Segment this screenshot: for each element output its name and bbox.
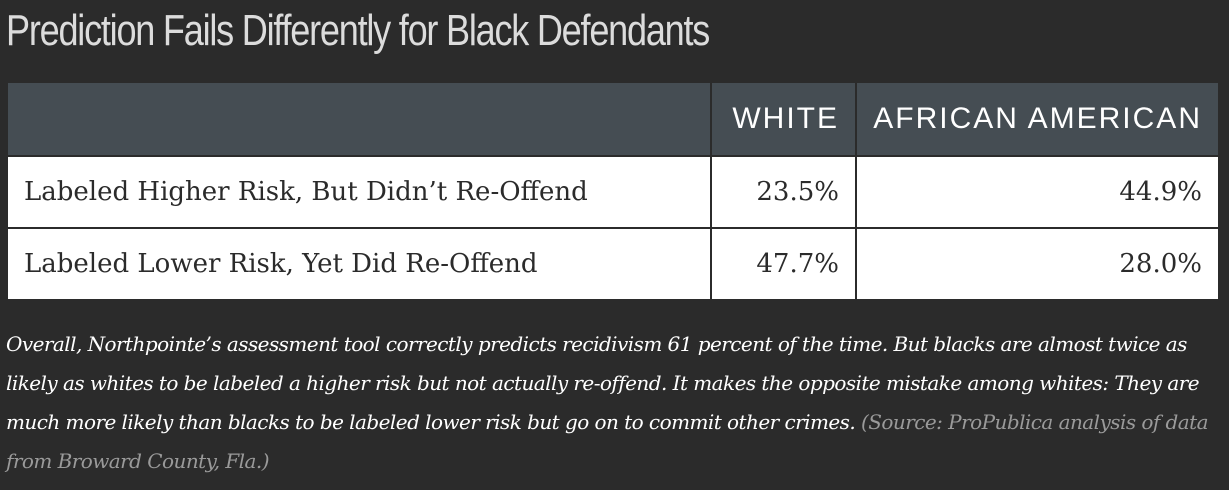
table-header-row: WHITE AFRICAN AMERICAN: [6, 81, 1220, 157]
chart-title: Prediction Fails Differently for Black D…: [6, 6, 710, 55]
value-white: 23.5%: [710, 155, 857, 229]
value-african-american: 44.9%: [855, 155, 1220, 229]
data-table: WHITE AFRICAN AMERICAN Labeled Higher Ri…: [6, 81, 1220, 301]
value-white: 47.7%: [710, 227, 857, 301]
source-text: (Source: ProPublica analysis of data fro…: [6, 410, 1209, 473]
note-text: Overall, Northpointe’s assessment tool c…: [6, 332, 1200, 434]
table-row: Labeled Lower Risk, Yet Did Re-Offend 47…: [6, 227, 1220, 301]
header-empty-cell: [6, 81, 712, 157]
row-label: Labeled Higher Risk, But Didn’t Re-Offen…: [6, 155, 712, 229]
header-white: WHITE: [710, 81, 857, 157]
header-african-american: AFRICAN AMERICAN: [855, 81, 1220, 157]
table-row: Labeled Higher Risk, But Didn’t Re-Offen…: [6, 155, 1220, 229]
chart-note: Overall, Northpointe’s assessment tool c…: [6, 325, 1222, 481]
value-african-american: 28.0%: [855, 227, 1220, 301]
row-label: Labeled Lower Risk, Yet Did Re-Offend: [6, 227, 712, 301]
